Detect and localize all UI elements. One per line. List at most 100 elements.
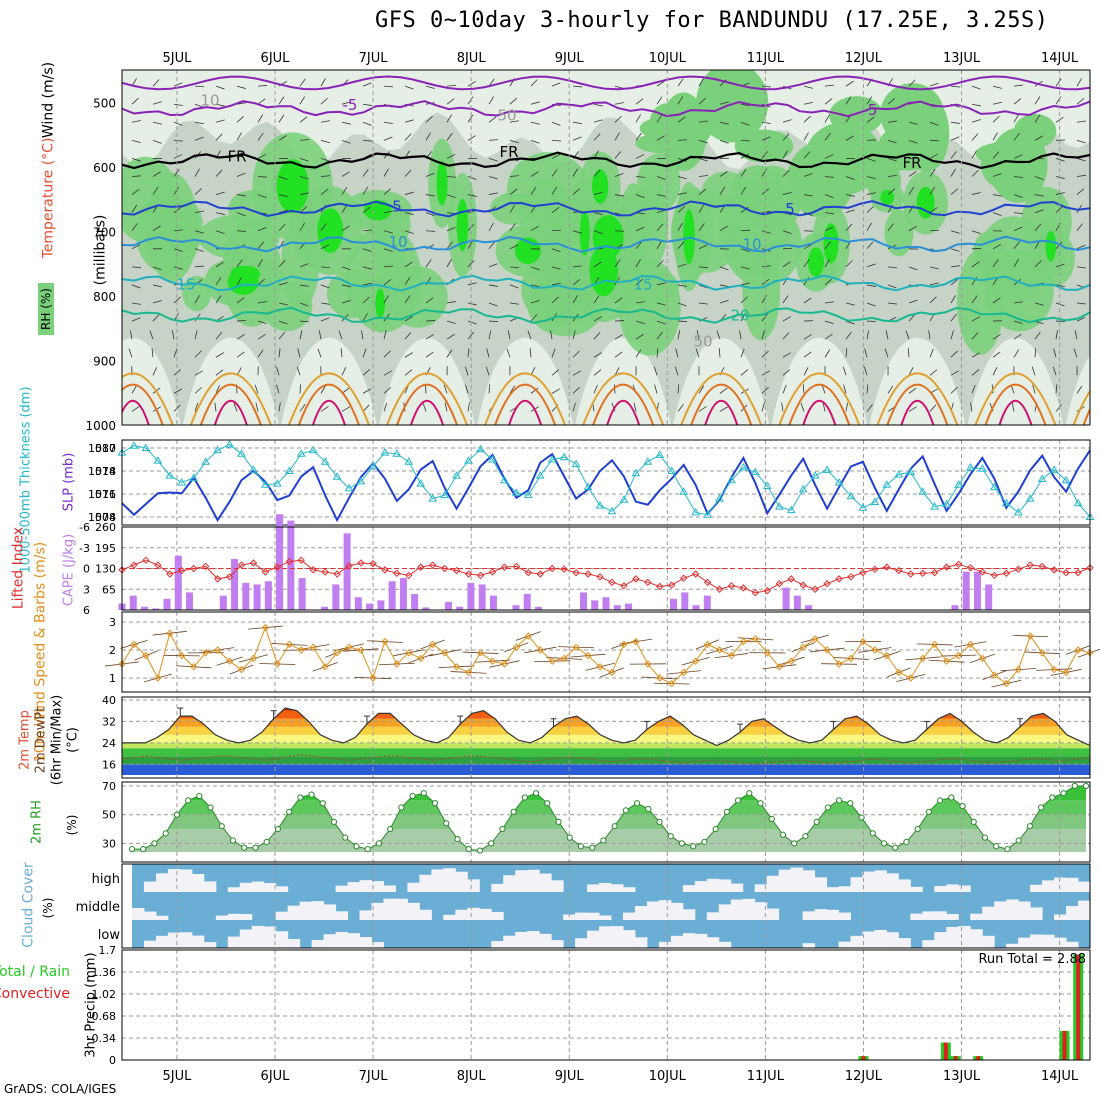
- thickness-point: [1001, 498, 1011, 507]
- wind-barb: [887, 158, 897, 162]
- wind-barb: [383, 279, 392, 286]
- wind-barb: [572, 85, 583, 88]
- wind-barb: [278, 176, 288, 180]
- wind-barb: [152, 366, 158, 376]
- rh-moist-cell: [228, 190, 280, 228]
- contour-label: 15: [176, 275, 195, 293]
- isotherm-warm: [484, 372, 567, 425]
- wind-barb: [152, 139, 162, 144]
- cloud-cell: [311, 901, 325, 920]
- wind-barb: [824, 84, 834, 87]
- wind-barb: [1076, 385, 1083, 394]
- wind-barb: [803, 351, 812, 358]
- wind-barb: [572, 168, 578, 177]
- cloud-cell: [359, 937, 372, 948]
- axis-label: (millibars): [93, 215, 109, 286]
- cloud-cell: [587, 912, 600, 920]
- lifted-index-point: [297, 556, 305, 564]
- lifted-index-point: [261, 568, 270, 576]
- wind-barb: [761, 350, 769, 358]
- wind-barb: [698, 284, 708, 289]
- wind-barb: [131, 317, 141, 322]
- y-tick-label: 0: [83, 563, 90, 576]
- wind-barb: [866, 302, 876, 307]
- wind-barb: [1076, 266, 1086, 269]
- wind-barb: [404, 85, 414, 90]
- rh2m-point: [342, 834, 349, 841]
- wind-barb: [383, 330, 387, 340]
- wind-barb: [255, 402, 259, 412]
- wind-barb: [593, 352, 602, 358]
- cloud-cell: [287, 938, 301, 948]
- wind-barb: [761, 330, 765, 340]
- wind-barb: [950, 295, 956, 304]
- wind-barb: [740, 229, 751, 232]
- wind-barb: [404, 169, 412, 177]
- y-tick-label: 24: [102, 737, 116, 750]
- wind-barb: [425, 172, 435, 177]
- wind-barb: [236, 102, 246, 105]
- cloud-cell: [599, 915, 612, 920]
- wind-barb: [509, 120, 519, 123]
- y-tick-label: 2: [109, 644, 116, 657]
- precip-convective-bar: [953, 1056, 958, 1060]
- rh2m-point: [566, 834, 573, 841]
- rh-saturated-cell: [363, 200, 392, 221]
- thickness-point: [762, 481, 772, 489]
- wind-barb: [929, 168, 936, 177]
- wind-barb: [635, 194, 645, 199]
- wind-barb: [908, 171, 917, 177]
- wind-barb: [341, 225, 350, 232]
- wind-barb: [317, 348, 322, 358]
- wind-speed-point: [632, 637, 640, 646]
- thickness-point: [786, 505, 796, 514]
- cloud-cell: [826, 909, 840, 920]
- wind-barb: [656, 302, 666, 306]
- cloud-cell: [622, 912, 636, 920]
- wind-speed-point: [907, 674, 915, 682]
- wind-barb: [194, 188, 202, 195]
- lifted-index-point: [1014, 565, 1023, 573]
- thickness-point: [356, 476, 366, 485]
- cape-bar: [523, 594, 531, 610]
- wind-barb: [465, 384, 469, 394]
- isotherm-warm: [704, 400, 739, 425]
- axis-label: RH (%): [39, 288, 53, 330]
- thickness-point: [978, 464, 987, 472]
- wind-barb: [488, 284, 498, 287]
- wind-barb: [1013, 194, 1023, 199]
- rh2m-point: [207, 804, 214, 811]
- lifted-index-point: [751, 589, 760, 597]
- wind-barb: [278, 260, 286, 268]
- wind-speed-point: [154, 674, 162, 682]
- wind-barb: [173, 169, 180, 177]
- cloud-cell: [922, 940, 935, 948]
- wind-barb: [803, 85, 813, 89]
- cloud-cell: [862, 871, 875, 892]
- wind-barb: [257, 278, 265, 286]
- cape-bar: [613, 605, 621, 610]
- cloud-cell: [754, 884, 768, 892]
- cloud-cell: [802, 870, 816, 892]
- cloud-cell: [706, 937, 720, 948]
- temp-band: [122, 748, 1090, 757]
- wind-speed-point: [237, 665, 246, 674]
- wind-barb: [908, 367, 914, 376]
- wind-barb: [740, 103, 750, 107]
- cloud-cell: [587, 930, 600, 948]
- slp-series: [121, 449, 1091, 523]
- wind-barb: [950, 248, 960, 252]
- rh2m-point: [678, 840, 686, 847]
- isotherm-line: [122, 151, 1090, 170]
- lifted-index-point: [727, 582, 736, 590]
- thickness-point: [141, 443, 151, 451]
- wind-barb: [488, 192, 498, 195]
- wind-barb: [299, 139, 309, 141]
- rh-saturated-cell: [436, 160, 448, 206]
- isotherm-line: [122, 75, 1090, 91]
- wind-barb: [173, 296, 181, 304]
- wind-barb: [341, 101, 351, 105]
- cloud-cell: [766, 875, 780, 892]
- wind-barb: [614, 132, 620, 141]
- thickness-point: [858, 503, 868, 511]
